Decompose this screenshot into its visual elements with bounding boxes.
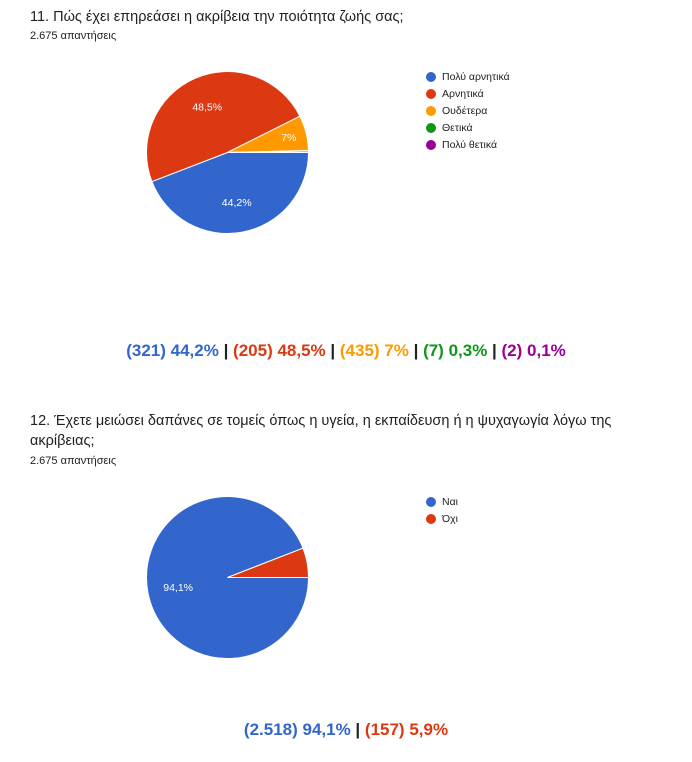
pie-chart-quality-of-life: 44,2% 48,5% 7% xyxy=(146,71,310,234)
legend-label: Θετικά xyxy=(442,121,473,134)
legend-item-5: Πολύ θετικά xyxy=(426,136,510,153)
pie-slice-label-1: 44,2% xyxy=(222,197,252,209)
pie-slice-label-1: 94,1% xyxy=(163,582,193,594)
legend-swatch-icon xyxy=(426,105,436,116)
summary-value-4: (7) 0,3% xyxy=(423,341,488,360)
summary-reduced-spending: (2.518) 94,1% | (157) 5,9% xyxy=(0,720,692,740)
question-11-title: 11. Πώς έχει επηρεάσει η ακρίβεια την πο… xyxy=(30,9,404,25)
legend-label: Πολύ θετικά xyxy=(442,138,498,151)
summary-value-2: (157) 5,9% xyxy=(364,720,449,739)
legend-reduced-spending: Ναι Όχι xyxy=(426,493,458,527)
legend-swatch-icon xyxy=(426,139,436,150)
pie-slice-2 xyxy=(146,71,301,183)
pie-slice-2 xyxy=(227,547,310,578)
summary-separator: | xyxy=(487,341,502,360)
legend-label: Πολύ αρνητικά xyxy=(442,70,510,83)
pie-slice-5 xyxy=(227,151,310,153)
legend-swatch-icon xyxy=(426,71,436,82)
summary-value-1: (321) 44,2% xyxy=(126,341,219,360)
legend-label: Όχι xyxy=(442,512,458,525)
legend-swatch-icon xyxy=(426,513,436,524)
legend-label: Ουδέτερα xyxy=(442,104,488,117)
summary-value-2: (205) 48,5% xyxy=(233,341,326,360)
pie-slice-label-3: 7% xyxy=(281,132,296,144)
question-12-title: 12. Έχετε μειώσει δαπάνες σε τομείς όπως… xyxy=(30,413,612,449)
summary-value-5: (2) 0,1% xyxy=(501,341,566,360)
legend-item-3: Ουδέτερα xyxy=(426,102,510,119)
summary-value-3: (435) 7% xyxy=(339,341,409,360)
summary-quality-of-life: (321) 44,2% | (205) 48,5% | (435) 7% | (… xyxy=(0,341,692,361)
legend-swatch-icon xyxy=(426,88,436,99)
question-11-response-count: 2.675 απαντήσεις xyxy=(30,30,117,42)
summary-separator: | xyxy=(325,341,340,360)
legend-item-4: Θετικά xyxy=(426,119,510,136)
legend-item-2: Αρνητικά xyxy=(426,85,510,102)
pie-slice-1 xyxy=(151,152,310,234)
legend-quality-of-life: Πολύ αρνητικά Αρνητικά Ουδέτερα Θετικά Πολύ … xyxy=(426,68,510,153)
legend-item-1: Πολύ αρνητικά xyxy=(426,68,510,85)
legend-label: Αρνητικά xyxy=(442,87,484,100)
question-12-response-count: 2.675 απαντήσεις xyxy=(30,455,117,467)
summary-value-1: (2.518) 94,1% xyxy=(243,720,351,739)
legend-item-1: Ναι xyxy=(426,493,458,510)
legend-item-2: Όχι xyxy=(426,510,458,527)
legend-swatch-icon xyxy=(426,122,436,133)
pie-chart-reduced-spending: 94,1% xyxy=(146,495,310,659)
legend-swatch-icon xyxy=(426,496,436,507)
legend-label: Ναι xyxy=(442,495,458,508)
summary-separator: | xyxy=(218,341,234,360)
summary-separator: | xyxy=(350,720,365,739)
summary-separator: | xyxy=(408,341,424,360)
pie-slice-label-2: 48,5% xyxy=(192,102,222,114)
